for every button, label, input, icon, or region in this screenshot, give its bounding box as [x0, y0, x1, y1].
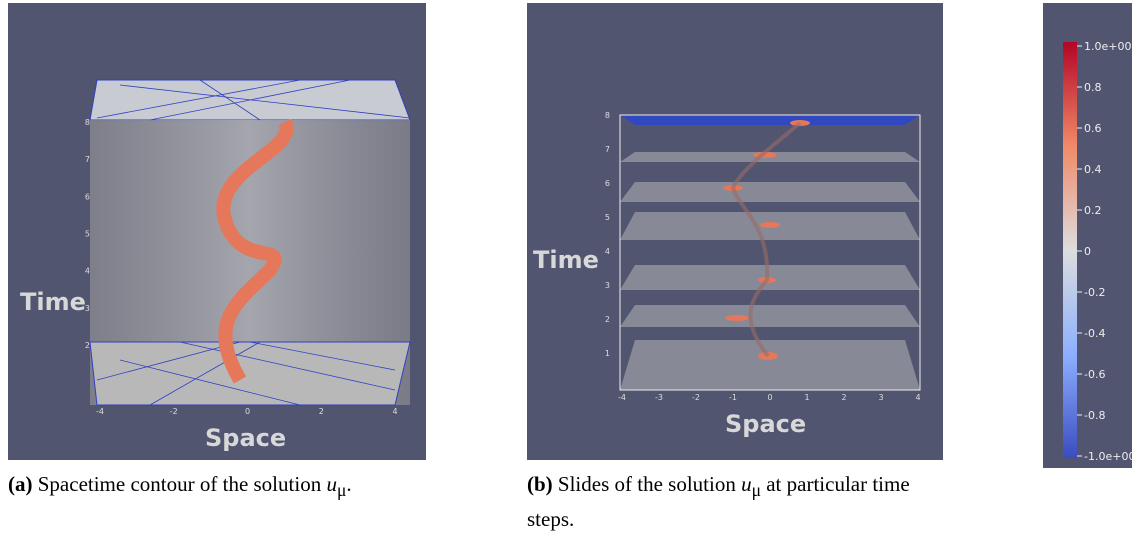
y-tick-label: 2	[85, 341, 90, 350]
x-tick-label: 4	[392, 407, 397, 416]
y-axis-label: Time	[20, 288, 86, 316]
y-tick-label: 3	[605, 281, 610, 290]
y-tick-label: 7	[605, 145, 610, 154]
caption-text: u	[741, 472, 752, 496]
x-tick-label: 0	[767, 393, 772, 402]
y-tick-label: 8	[85, 118, 90, 127]
y-tick-label: 1	[605, 349, 610, 358]
colorbar-label: 1.0e+00	[1084, 40, 1131, 53]
y-tick-label: 6	[605, 179, 610, 188]
y-tick-label: 2	[605, 315, 610, 324]
y-tick-label: 4	[85, 267, 90, 276]
y-tick-label: 5	[85, 230, 90, 239]
y-tick-label: 5	[605, 213, 610, 222]
colorbar-label: -0.8	[1084, 409, 1105, 422]
x-tick-label: 1	[804, 393, 809, 402]
colorbar-label: 0.6	[1084, 122, 1102, 135]
colorbar-label: 0.2	[1084, 204, 1102, 217]
caption-a: (a) Spacetime contour of the solution uμ…	[8, 470, 428, 505]
colorbar-label: -0.6	[1084, 368, 1105, 381]
x-tick-label: -4	[618, 393, 626, 402]
caption-text: (a)	[8, 472, 33, 496]
x-tick-label: -1	[729, 393, 737, 402]
caption-text: u	[326, 472, 337, 496]
caption-text: μ	[751, 480, 761, 501]
colorbar-label: 0	[1084, 245, 1091, 258]
caption-b: (b) Slides of the solution uμ at particu…	[527, 470, 947, 534]
caption-text: μ	[336, 480, 347, 501]
panel-a-image	[8, 3, 426, 460]
panel-b-image	[527, 3, 943, 460]
x-tick-label: 3	[878, 393, 883, 402]
x-tick-label: 4	[915, 393, 920, 402]
colorbar-label: 0.4	[1084, 163, 1102, 176]
x-tick-label: -4	[96, 407, 104, 416]
y-axis-label: Time	[533, 246, 599, 274]
y-tick-label: 3	[85, 304, 90, 313]
y-tick-label: 8	[605, 111, 610, 120]
y-tick-label: 4	[605, 247, 610, 256]
y-tick-label: 7	[85, 155, 90, 164]
colorbar-label: -0.4	[1084, 327, 1105, 340]
caption-text: (b)	[527, 472, 553, 496]
x-tick-label: -2	[170, 407, 178, 416]
y-tick-label: 6	[85, 192, 90, 201]
caption-text: at particular time steps.	[527, 472, 910, 532]
x-tick-label: 2	[319, 407, 324, 416]
x-axis-label: Space	[725, 410, 806, 438]
colorbar-label: 0.8	[1084, 81, 1102, 94]
x-tick-label: 2	[841, 393, 846, 402]
caption-text: .	[346, 472, 352, 496]
colorbar-label: -0.2	[1084, 286, 1105, 299]
x-tick-label: -2	[692, 393, 700, 402]
caption-text: Slides of the solution	[557, 472, 742, 496]
colorbar	[1043, 3, 1132, 468]
x-tick-label: -3	[655, 393, 663, 402]
colorbar-label: -1.0e+00	[1084, 450, 1132, 463]
caption-text: Spacetime contour of the solution	[37, 472, 327, 496]
x-tick-label: 0	[245, 407, 250, 416]
x-axis-label: Space	[205, 424, 286, 452]
